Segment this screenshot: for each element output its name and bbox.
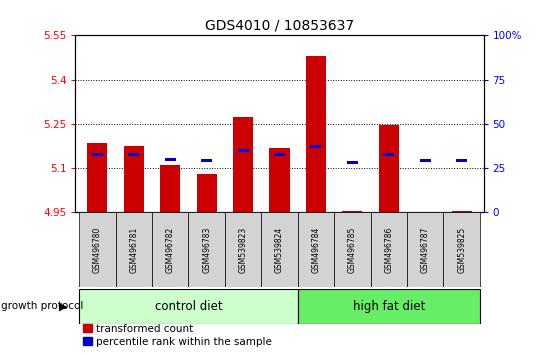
Text: control diet: control diet <box>155 300 222 313</box>
Text: GSM496783: GSM496783 <box>202 226 211 273</box>
Bar <box>371 212 407 287</box>
Text: GSM496787: GSM496787 <box>421 226 430 273</box>
Bar <box>79 212 116 287</box>
Bar <box>261 212 298 287</box>
Bar <box>306 56 326 212</box>
Bar <box>238 149 249 152</box>
Text: GSM496781: GSM496781 <box>129 227 138 273</box>
Bar <box>201 159 212 162</box>
Bar <box>225 212 261 287</box>
Text: GSM496786: GSM496786 <box>384 226 394 273</box>
Text: ▶: ▶ <box>59 301 67 311</box>
Bar <box>298 289 480 324</box>
Bar <box>188 212 225 287</box>
Text: GSM496784: GSM496784 <box>311 226 320 273</box>
Bar <box>298 212 334 287</box>
Bar <box>347 161 358 164</box>
Bar <box>452 211 472 212</box>
Bar <box>407 212 443 287</box>
Text: GSM539823: GSM539823 <box>239 227 248 273</box>
Bar <box>379 125 399 212</box>
Text: GSM539825: GSM539825 <box>457 227 466 273</box>
Bar <box>197 174 217 212</box>
Bar <box>383 153 394 156</box>
Bar <box>124 146 144 212</box>
Bar <box>456 159 467 162</box>
Bar <box>87 143 107 212</box>
Text: GSM496782: GSM496782 <box>165 227 175 273</box>
Bar <box>443 212 480 287</box>
Title: GDS4010 / 10853637: GDS4010 / 10853637 <box>205 19 354 33</box>
Bar <box>160 165 180 212</box>
Bar <box>165 158 176 161</box>
Bar <box>342 211 362 212</box>
Bar <box>129 153 139 156</box>
Bar <box>116 212 152 287</box>
Legend: transformed count, percentile rank within the sample: transformed count, percentile rank withi… <box>80 321 274 349</box>
Bar <box>152 212 188 287</box>
Bar <box>269 148 290 212</box>
Text: GSM496780: GSM496780 <box>93 226 102 273</box>
Bar <box>420 159 430 162</box>
Text: high fat diet: high fat diet <box>353 300 425 313</box>
Bar <box>79 289 298 324</box>
Text: GSM496785: GSM496785 <box>348 226 357 273</box>
Bar <box>310 144 321 148</box>
Text: growth protocol: growth protocol <box>1 301 83 311</box>
Bar <box>274 153 285 156</box>
Bar <box>92 153 103 156</box>
Bar <box>334 212 371 287</box>
Text: GSM539824: GSM539824 <box>275 227 284 273</box>
Bar <box>233 116 253 212</box>
